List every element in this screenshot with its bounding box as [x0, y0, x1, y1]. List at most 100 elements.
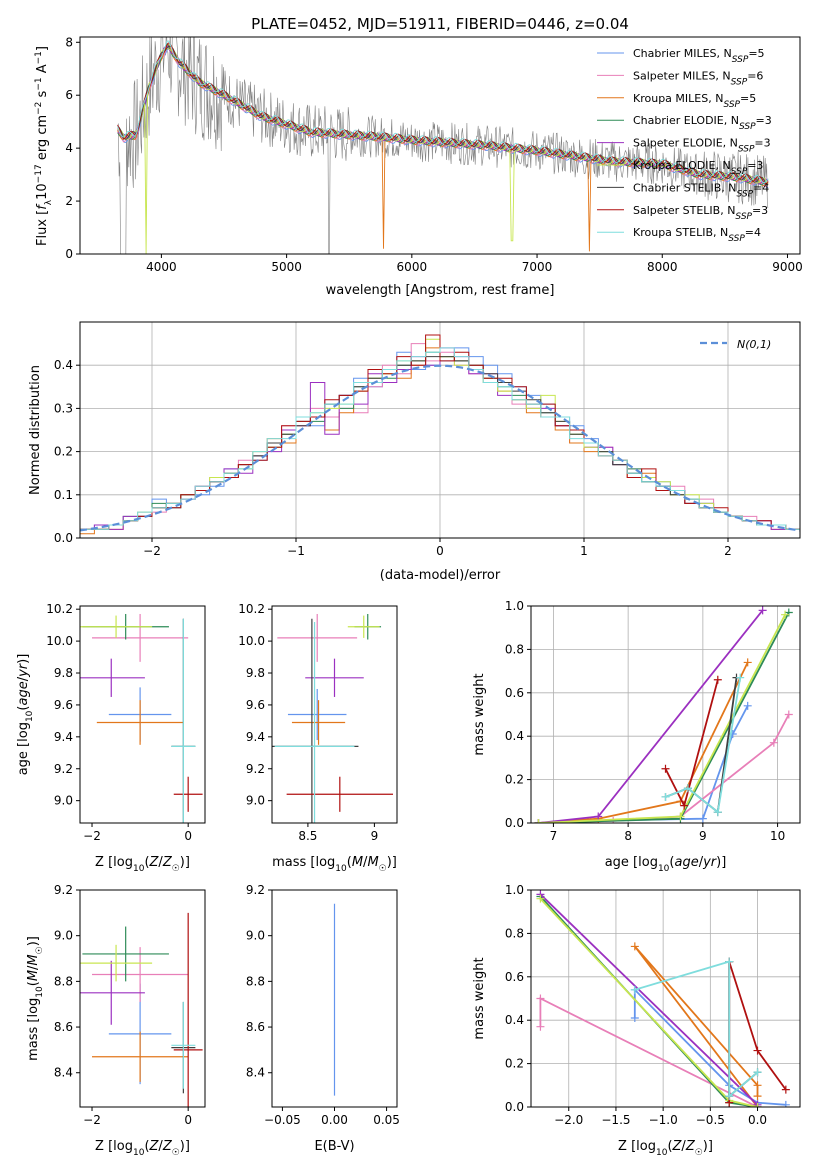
weight-marker: [676, 812, 685, 821]
weight-marker: [725, 1092, 734, 1101]
x-axis-label-part: ☉: [379, 864, 387, 874]
spectrum-axes: 4000 5000 6000 7000 8000 9000 0 2 4 6 8 wavelength …: [34, 35, 803, 298]
weight-line: [539, 893, 759, 1106]
weight-marker: [536, 894, 545, 903]
y-tick-label: 9.2: [246, 762, 265, 776]
x-tick-label: −0.05: [264, 1113, 301, 1127]
weight-line: [539, 895, 758, 1107]
y-axis-label-part: 10: [25, 710, 35, 722]
y-axis-label-part: −2: [34, 102, 44, 115]
y-axis-label-part: age: [16, 681, 31, 705]
legend-label-part: Salpeter ELODIE, N: [633, 137, 738, 150]
x-axis-label-part: ☉: [172, 864, 180, 874]
weight-marker: [753, 1081, 762, 1090]
y-tick-label: 9.0: [54, 794, 73, 808]
weight-marker: [753, 1103, 762, 1107]
x-axis-label-part: /: [158, 1139, 163, 1154]
y-axis-label-part: f: [35, 203, 50, 210]
x-axis-label-part: age: [674, 855, 698, 870]
gaussian-curve: [80, 364, 800, 532]
y-tick-label: 0.2: [54, 445, 73, 459]
weight-line: [538, 705, 749, 823]
legend-label: Kroupa ELODIE, NSSP=3: [633, 159, 763, 177]
x-tick-label: −2: [143, 544, 161, 558]
legend-label: Chabrier STELIB, NSSP=4: [633, 181, 769, 199]
weight-marker: [536, 1022, 545, 1031]
weight-marker: [725, 957, 734, 966]
x-axis-label-part: /: [158, 855, 163, 870]
y-tick-label: 8: [65, 35, 73, 49]
y-tick-label: 9.6: [246, 698, 265, 712]
x-tick-label: 0.00: [321, 1113, 348, 1127]
age-vs-Z-frame: [79, 605, 206, 824]
weight-line: [634, 960, 759, 1099]
y-tick-label: 9.0: [54, 929, 73, 943]
y-axis-label-part: 10: [35, 183, 50, 200]
y-tick-label: 9.0: [246, 794, 265, 808]
y-axis-label-part: M: [26, 954, 41, 965]
legend-label-part: =4: [753, 181, 769, 194]
legend-label-part: Kroupa ELODIE, N: [633, 159, 731, 172]
x-axis-label-part: E(B-V): [314, 1139, 354, 1154]
x-axis-label: wavelength [Angstrom, rest frame]: [326, 283, 555, 298]
x-tick-label: −1.0: [649, 1113, 678, 1127]
x-axis-label-part: M: [367, 855, 378, 870]
y-axis-label-part: age [log: [16, 722, 31, 775]
legend-label-part: SSP: [723, 100, 740, 110]
y-axis-label-part: Flux [: [35, 210, 50, 246]
y-axis-label: mass weight: [472, 957, 487, 1039]
age-vs-mass-plot-area: [272, 613, 394, 823]
x-tick-label: 8: [624, 829, 632, 843]
y-axis-label-part: ☉: [35, 946, 45, 954]
mass-weight-vs-Z-frame: [530, 889, 801, 1108]
model-spectrum-line: [117, 43, 769, 252]
legend-label-part: SSP: [735, 212, 752, 222]
weight-marker: [661, 792, 670, 801]
x-axis-label-part: (: [144, 855, 149, 870]
x-tick-label: 7: [550, 829, 558, 843]
y-tick-label: 0.4: [54, 358, 73, 372]
panels: 4000 5000 6000 7000 8000 900002468wavelength …: [16, 35, 803, 1158]
x-axis-label-part: 10: [658, 864, 670, 874]
x-axis-label-part: 10: [335, 864, 347, 874]
y-axis-label-part: yr: [16, 662, 31, 678]
legend-label-part: Chabrier ELODIE, N: [633, 114, 739, 127]
y-tick-label: 6: [65, 88, 73, 102]
x-tick-label: −1: [287, 544, 305, 558]
x-axis-label-part: /: [363, 855, 368, 870]
model-spectrum-line: [117, 42, 769, 184]
x-axis-label-part: Z: [685, 1139, 696, 1154]
x-tick-label: −1.5: [601, 1113, 630, 1127]
weight-line: [665, 677, 742, 814]
y-tick-label: 8.6: [54, 1020, 73, 1034]
weight-marker: [743, 658, 752, 667]
legend-label-part: =5: [748, 47, 764, 60]
mass-vs-Z-frame: [79, 889, 206, 1108]
y-tick-label: 0.0: [54, 531, 73, 545]
weight-marker: [781, 610, 790, 619]
weight-marker: [743, 701, 752, 710]
legend-label: Chabrier ELODIE, NSSP=3: [633, 114, 772, 132]
legend-label-part: =3: [747, 159, 763, 172]
y-tick-label: 0.4: [505, 729, 524, 743]
legend-label-part: SSP: [728, 234, 745, 244]
legend-label: Salpeter ELODIE, NSSP=3: [633, 137, 771, 155]
weight-marker: [536, 994, 545, 1003]
y-axis-label: age [log10(age/yr)]: [16, 654, 35, 776]
legend-label: N(0,1): [737, 338, 771, 351]
weight-marker: [784, 608, 793, 617]
x-axis-label-part: wavelength [Angstrom, rest frame]: [326, 283, 555, 298]
weight-marker: [683, 784, 692, 793]
x-axis-label-part: Z [log: [95, 855, 133, 870]
y-axis-label-part: )]: [26, 936, 41, 946]
y-axis-label: mass [log10(M/M☉)]: [26, 936, 45, 1061]
y-tick-label: 8.4: [246, 1066, 265, 1080]
y-tick-label: 9.4: [54, 730, 73, 744]
residual-histogram-axes: −2 −1 0 1 2 0.0 0.1 0.2 0.3 0.4 N(0,1) (data-model)…: [28, 321, 801, 583]
weight-marker: [713, 808, 722, 817]
legend-label-part: =4: [745, 226, 761, 239]
x-axis-label-part: (: [667, 1139, 672, 1154]
